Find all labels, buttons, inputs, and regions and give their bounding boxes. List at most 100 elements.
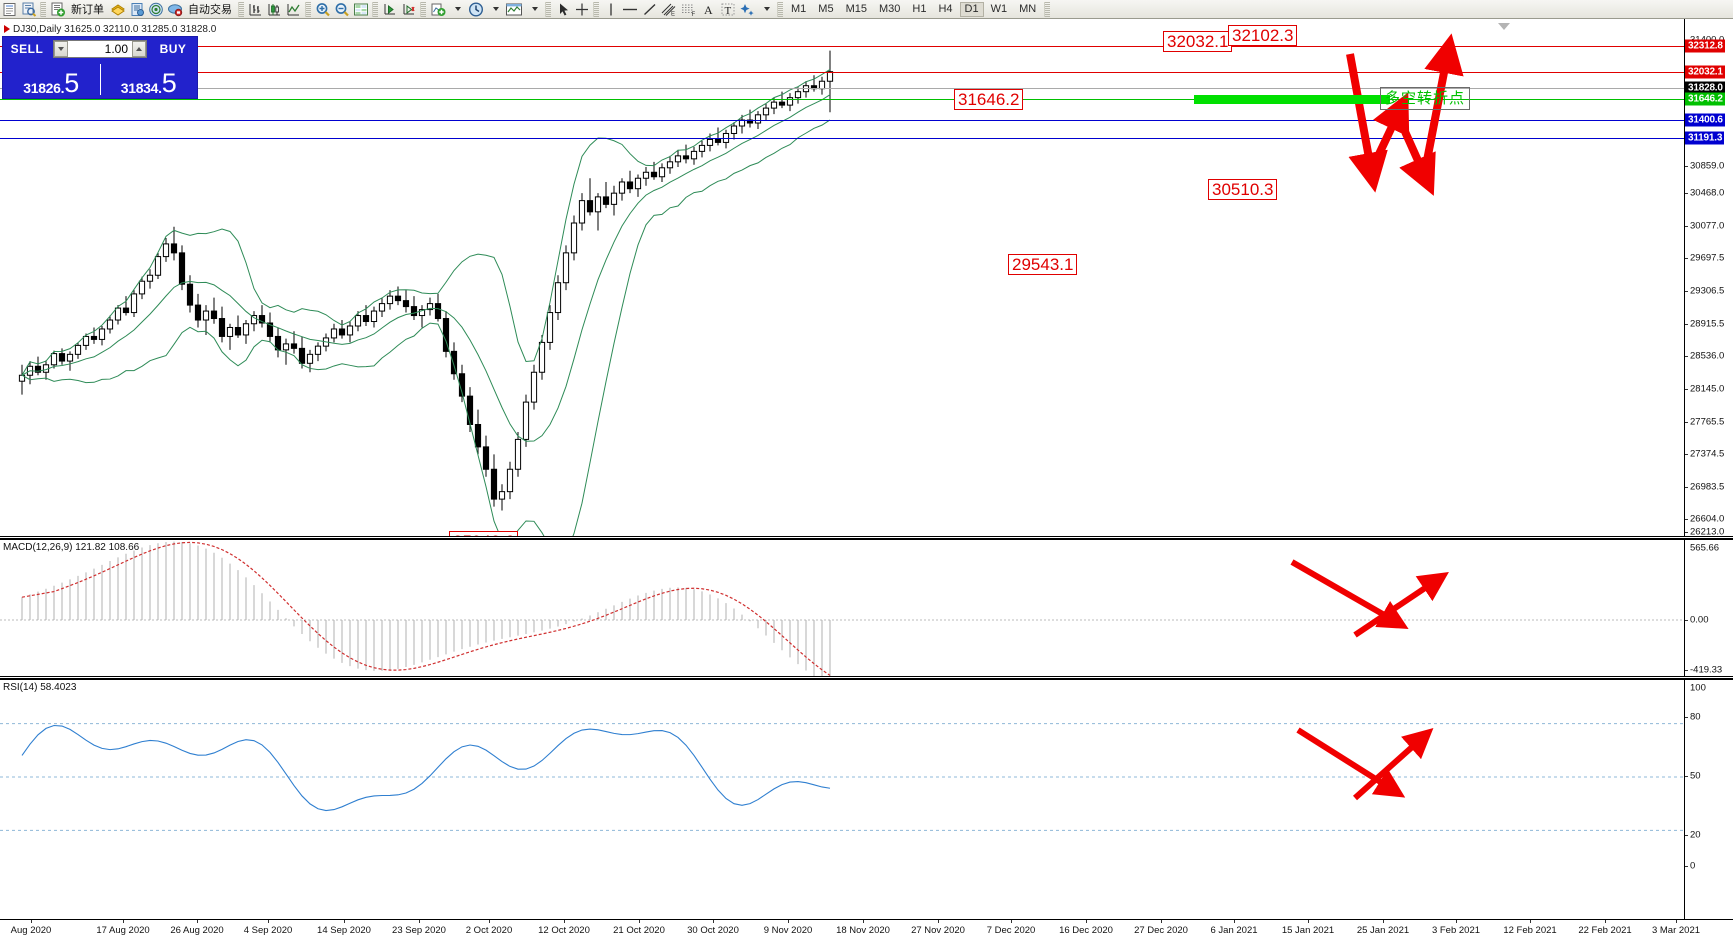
new-order-icon[interactable] [49,1,66,18]
buy-price-sep: . [158,80,162,96]
vertical-line-icon[interactable] [602,1,619,18]
sell-button[interactable]: SELL [10,42,44,56]
price-chart-pane[interactable]: 31646.2 32032.1 32102.3 30510.3 29543.1 … [0,19,1733,538]
projection-arrows [1346,33,1464,196]
date-tick [419,920,420,923]
date-axis-label: 3 Feb 2021 [1431,925,1481,936]
date-tick [31,920,32,923]
green-zone-highlight [1194,95,1390,104]
shapes-icon[interactable] [738,1,755,18]
price-scale-label: 30077.0 [1690,220,1725,232]
volume-decrease-button[interactable] [54,41,68,57]
tab-timeframe-mn[interactable]: MN [1019,2,1037,15]
chevron-down-icon[interactable] [525,1,542,18]
crosshair-icon[interactable] [573,1,590,18]
trendline-icon[interactable] [641,1,658,18]
date-tick [123,920,124,923]
chevron-down-icon[interactable] [486,1,503,18]
zoom-out-icon[interactable] [333,1,350,18]
tab-timeframe-m15[interactable]: M15 [845,2,867,15]
svg-text:A: A [704,3,713,17]
chart-scroll-indicator[interactable] [1498,23,1510,30]
macd-plot-area[interactable] [0,540,1684,676]
sell-price-sep: . [60,80,65,96]
text-label-icon[interactable]: T [719,1,736,18]
price-tag-31400: 31400.6 [1685,113,1725,127]
sell-price[interactable]: 31826 . 5 [3,61,100,98]
annotation-31646: 31646.2 [954,89,1024,110]
equidistant-channel-icon[interactable]: E [660,1,678,18]
price-plot-area[interactable]: 31646.2 32032.1 32102.3 30510.3 29543.1 … [0,19,1684,536]
market-icon[interactable] [166,1,183,18]
date-tick [344,920,345,923]
trade-panel-divider [99,64,101,95]
new-order-button[interactable]: 新订单 [68,1,107,18]
line-chart-icon[interactable] [285,1,302,18]
tab-timeframe-d1[interactable]: D1 [959,1,984,17]
tab-timeframe-h4[interactable]: H4 [938,2,953,15]
toolbar-separator [372,1,378,17]
expert-advisors-icon[interactable] [128,1,145,18]
chart-title-ohlc: DJ30,Daily 31625.0 32110.0 31285.0 31828… [4,24,216,35]
macd-scale-label: 0.00 [1690,614,1709,626]
bid-line-31828 [0,88,1684,89]
signals-icon[interactable] [147,1,164,18]
one-click-trading-panel[interactable]: SELL 1.00 BUY 31826 . 5 31834 . 5 [2,36,198,99]
macd-scale-divider [1684,540,1685,676]
rsi-label: RSI(14) 58.4023 [3,682,77,693]
date-tick [713,920,714,923]
volume-stepper[interactable]: 1.00 [53,40,147,58]
date-tick [1308,920,1309,923]
terminal-icon[interactable] [1,1,18,18]
tab-timeframe-w1[interactable]: W1 [990,2,1008,15]
indicators-icon[interactable] [429,1,446,18]
tab-timeframe-m1[interactable]: M1 [791,2,807,15]
buy-price[interactable]: 31834 . 5 [101,61,198,98]
text-icon[interactable]: A [700,1,717,18]
date-axis-label: 14 Sep 2020 [317,925,371,936]
date-axis-label: 23 Sep 2020 [392,925,446,936]
rsi-scale-label: 50 [1690,770,1701,782]
tab-timeframe-h1[interactable]: H1 [912,2,927,15]
chevron-down-icon[interactable] [448,1,465,18]
autotrading-button[interactable]: 自动交易 [185,1,235,18]
cursor-icon[interactable] [554,1,571,18]
tab-timeframe-m5[interactable]: M5 [818,2,834,15]
volume-increase-button[interactable] [132,41,146,57]
date-axis-label: Aug 2020 [10,925,52,936]
rsi-pane[interactable]: RSI(14) 58.4023 100 80 50 20 0 [0,678,1733,919]
macd-pane[interactable]: MACD(12,26,9) 121.82 108.66 565.66 0.00 … [0,538,1733,677]
toolbar-separator [777,1,783,17]
tab-timeframe-m30[interactable]: M30 [878,2,901,15]
bar-chart-icon[interactable] [247,1,264,18]
date-axis-label: 4 Sep 2020 [243,925,293,936]
data-grid-icon[interactable] [352,1,369,18]
buy-price-dec: 5 [161,68,177,98]
auto-scroll-icon[interactable] [381,1,398,18]
date-axis-label: 3 Mar 2021 [1651,925,1701,936]
rsi-plot-area[interactable] [0,680,1684,919]
volume-input[interactable]: 1.00 [104,42,128,56]
macd-label: MACD(12,26,9) 121.82 108.66 [3,542,140,553]
chart-collapse-icon[interactable] [4,25,10,33]
buy-button[interactable]: BUY [159,42,187,56]
toolbar-separator [40,1,46,17]
horizontal-line-icon[interactable] [621,1,639,18]
price-scale[interactable]: 31400.0 30859.0 30468.0 30077.0 29697.5 … [1685,19,1733,538]
periods-icon[interactable] [467,1,484,18]
candlestick-chart-icon[interactable] [266,1,283,18]
date-tick [639,920,640,923]
macd-scale-label: 565.66 [1690,542,1720,554]
date-axis-label: 7 Dec 2020 [986,925,1036,936]
templates-icon[interactable] [505,1,523,18]
chart-shift-icon[interactable] [400,1,417,18]
metaeditor-icon[interactable] [109,1,126,18]
date-axis-label: 6 Jan 2021 [1210,925,1258,936]
fibonacci-icon[interactable]: F [680,1,698,18]
date-axis-label: 9 Nov 2020 [763,925,813,936]
data-window-icon[interactable] [20,1,37,18]
chevron-down-icon[interactable] [757,1,774,18]
price-scale-label: 30859.0 [1690,160,1725,172]
zoom-in-icon[interactable] [314,1,331,18]
price-scale-label: 29306.5 [1690,285,1725,297]
